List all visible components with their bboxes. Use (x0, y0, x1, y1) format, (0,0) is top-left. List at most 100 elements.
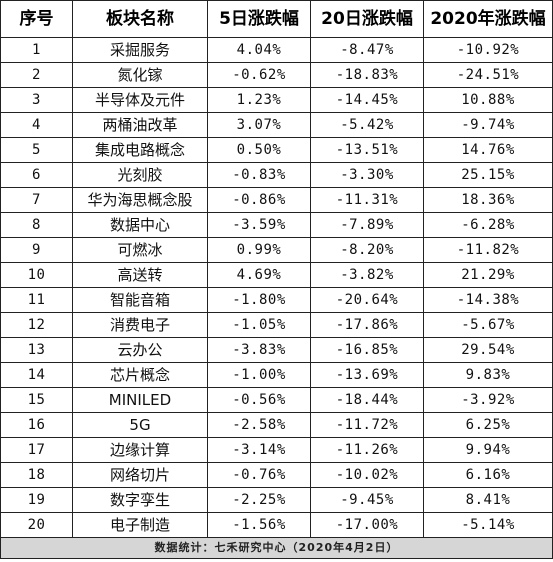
table-row: 16 5G -2.58% -11.72% 6.25% (0, 412, 553, 438)
row-index: 10 (0, 262, 73, 288)
sector-name: 两桶油改革 (72, 112, 208, 138)
change-20day: -13.69% (310, 362, 424, 388)
change-20day: -11.31% (310, 187, 424, 213)
table-row: 10 高送转 4.69% -3.82% 21.29% (0, 262, 553, 288)
table-footer: 数据统计：七禾研究中心（2020年4月2日） (0, 537, 553, 559)
change-5day: -3.59% (207, 212, 311, 238)
change-5day: 4.04% (207, 37, 311, 63)
change-2020: 6.25% (423, 412, 553, 438)
row-index: 16 (0, 412, 73, 438)
sector-name: 5G (72, 412, 208, 438)
header-5day-change: 5日涨跌幅 (207, 0, 311, 38)
sector-name: 高送转 (72, 262, 208, 288)
row-index: 5 (0, 137, 73, 163)
change-5day: -0.56% (207, 387, 311, 413)
change-5day: -0.83% (207, 162, 311, 188)
change-5day: 3.07% (207, 112, 311, 138)
change-20day: -20.64% (310, 287, 424, 313)
change-2020: 6.16% (423, 462, 553, 488)
change-2020: 8.41% (423, 487, 553, 513)
change-2020: -3.92% (423, 387, 553, 413)
sector-name: 智能音箱 (72, 287, 208, 313)
table-row: 2 氮化镓 -0.62% -18.83% -24.51% (0, 62, 553, 88)
change-20day: -18.83% (310, 62, 424, 88)
sector-name: 氮化镓 (72, 62, 208, 88)
table-row: 4 两桶油改革 3.07% -5.42% -9.74% (0, 112, 553, 138)
table-row: 5 集成电路概念 0.50% -13.51% 14.76% (0, 137, 553, 163)
change-5day: 1.23% (207, 87, 311, 113)
header-2020-change: 2020年涨跌幅 (423, 0, 553, 38)
change-5day: -1.00% (207, 362, 311, 388)
change-2020: -24.51% (423, 62, 553, 88)
change-5day: -0.62% (207, 62, 311, 88)
change-20day: -5.42% (310, 112, 424, 138)
sector-name: 集成电路概念 (72, 137, 208, 163)
change-5day: -1.05% (207, 312, 311, 338)
change-2020: -11.82% (423, 237, 553, 263)
row-index: 14 (0, 362, 73, 388)
table-row: 13 云办公 -3.83% -16.85% 29.54% (0, 337, 553, 363)
header-index: 序号 (0, 0, 73, 38)
row-index: 7 (0, 187, 73, 213)
table-header: 序号 板块名称 5日涨跌幅 20日涨跌幅 2020年涨跌幅 (0, 0, 553, 38)
data-source-note: 数据统计：七禾研究中心（2020年4月2日） (0, 537, 553, 559)
sector-name: 半导体及元件 (72, 87, 208, 113)
table-row: 12 消费电子 -1.05% -17.86% -5.67% (0, 312, 553, 338)
row-index: 18 (0, 462, 73, 488)
sector-name: 华为海思概念股 (72, 187, 208, 213)
sector-name: 消费电子 (72, 312, 208, 338)
table-row: 1 采掘服务 4.04% -8.47% -10.92% (0, 37, 553, 63)
change-2020: -5.14% (423, 512, 553, 538)
change-2020: -6.28% (423, 212, 553, 238)
row-index: 17 (0, 437, 73, 463)
change-5day: -2.25% (207, 487, 311, 513)
change-20day: -7.89% (310, 212, 424, 238)
change-20day: -8.20% (310, 237, 424, 263)
table-row: 14 芯片概念 -1.00% -13.69% 9.83% (0, 362, 553, 388)
row-index: 20 (0, 512, 73, 538)
change-20day: -10.02% (310, 462, 424, 488)
change-20day: -11.72% (310, 412, 424, 438)
table-row: 3 半导体及元件 1.23% -14.45% 10.88% (0, 87, 553, 113)
table-row: 19 数字孪生 -2.25% -9.45% 8.41% (0, 487, 553, 513)
table-row: 17 边缘计算 -3.14% -11.26% 9.94% (0, 437, 553, 463)
header-row: 序号 板块名称 5日涨跌幅 20日涨跌幅 2020年涨跌幅 (0, 0, 553, 38)
change-20day: -9.45% (310, 487, 424, 513)
change-5day: 4.69% (207, 262, 311, 288)
row-index: 19 (0, 487, 73, 513)
row-index: 11 (0, 287, 73, 313)
change-5day: -0.76% (207, 462, 311, 488)
change-5day: 0.99% (207, 237, 311, 263)
sector-name: 采掘服务 (72, 37, 208, 63)
change-5day: -1.56% (207, 512, 311, 538)
change-5day: -1.80% (207, 287, 311, 313)
change-20day: -17.86% (310, 312, 424, 338)
change-5day: -3.14% (207, 437, 311, 463)
change-20day: -11.26% (310, 437, 424, 463)
table-row: 7 华为海思概念股 -0.86% -11.31% 18.36% (0, 187, 553, 213)
change-20day: -16.85% (310, 337, 424, 363)
table-row: 9 可燃冰 0.99% -8.20% -11.82% (0, 237, 553, 263)
change-20day: -3.30% (310, 162, 424, 188)
row-index: 8 (0, 212, 73, 238)
table-row: 6 光刻胶 -0.83% -3.30% 25.15% (0, 162, 553, 188)
change-5day: 0.50% (207, 137, 311, 163)
row-index: 6 (0, 162, 73, 188)
change-2020: 18.36% (423, 187, 553, 213)
row-index: 3 (0, 87, 73, 113)
change-5day: -2.58% (207, 412, 311, 438)
change-5day: -3.83% (207, 337, 311, 363)
change-20day: -17.00% (310, 512, 424, 538)
sector-name: 网络切片 (72, 462, 208, 488)
table-row: 18 网络切片 -0.76% -10.02% 6.16% (0, 462, 553, 488)
change-2020: -14.38% (423, 287, 553, 313)
table-row: 11 智能音箱 -1.80% -20.64% -14.38% (0, 287, 553, 313)
row-index: 13 (0, 337, 73, 363)
change-20day: -13.51% (310, 137, 424, 163)
sector-name: 可燃冰 (72, 237, 208, 263)
change-20day: -8.47% (310, 37, 424, 63)
sector-name: 数字孪生 (72, 487, 208, 513)
change-2020: 29.54% (423, 337, 553, 363)
